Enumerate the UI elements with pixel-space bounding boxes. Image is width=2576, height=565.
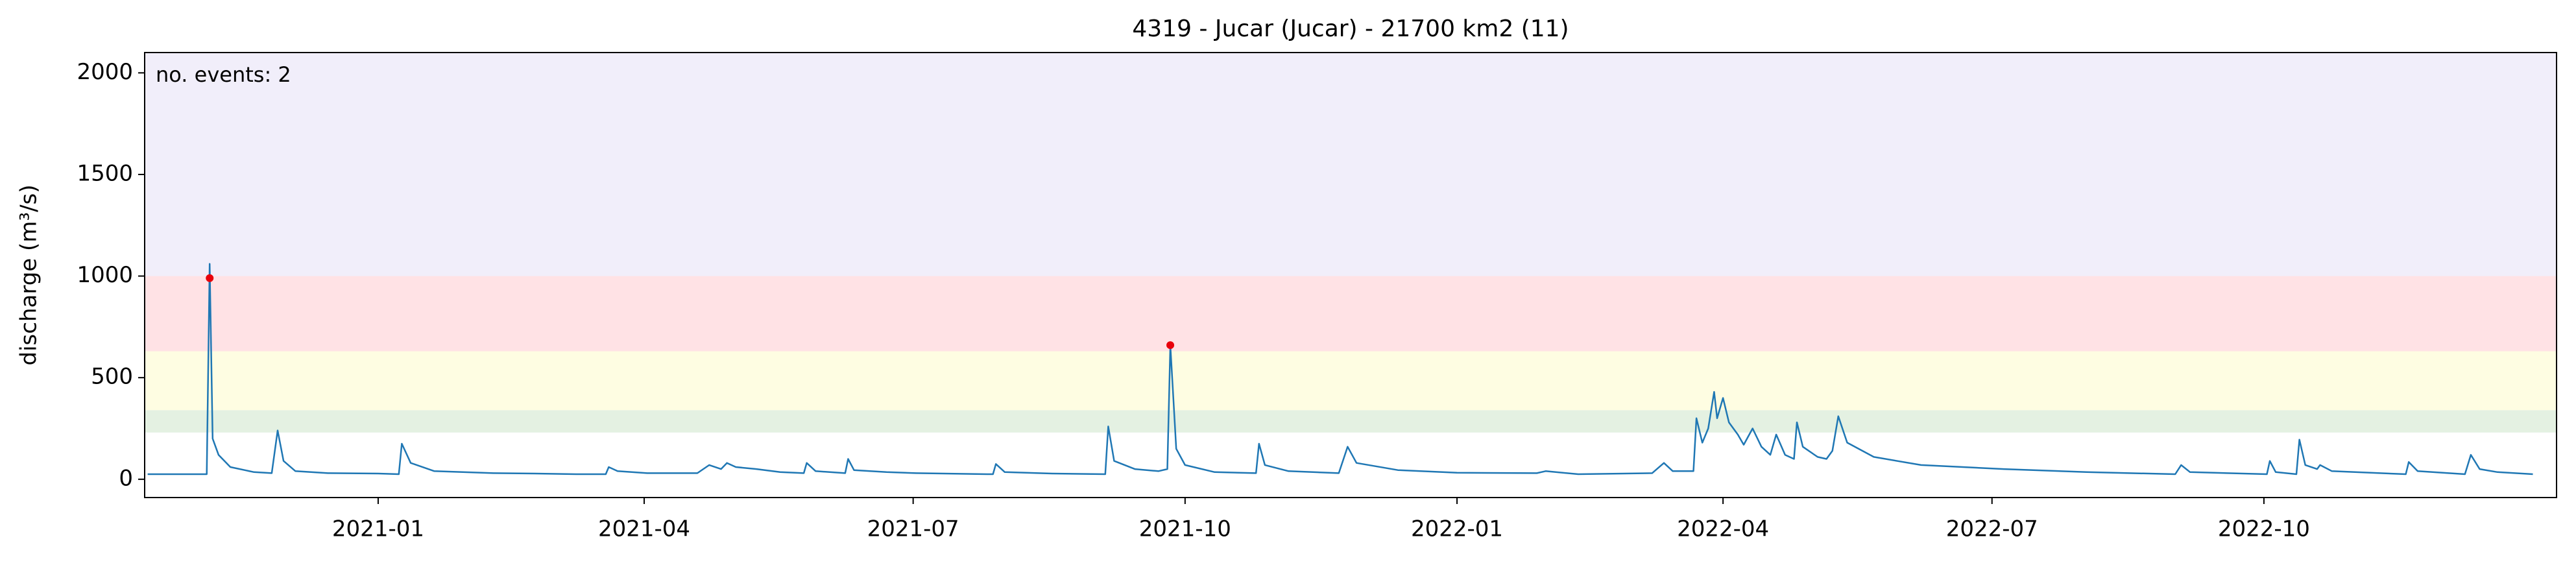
x-tick-label: 2022-01 (1411, 516, 1503, 542)
x-tick-label: 2022-10 (2218, 516, 2310, 542)
y-tick-label: 0 (119, 465, 133, 491)
x-tick-label: 2022-07 (1946, 516, 2038, 542)
threshold-band (145, 53, 2557, 276)
threshold-band (145, 410, 2557, 433)
y-tick-label: 1500 (77, 160, 133, 186)
y-tick-label: 1000 (77, 262, 133, 288)
y-tick-label: 2000 (77, 59, 133, 85)
threshold-band (145, 276, 2557, 352)
x-tick-label: 2021-07 (867, 516, 959, 542)
event-point (1166, 341, 1175, 350)
y-tick-label: 500 (91, 364, 133, 390)
discharge-line (147, 263, 2533, 475)
threshold-band (145, 351, 2557, 411)
x-tick-label: 2021-01 (332, 516, 424, 542)
annotation: no. events: 2 (156, 62, 291, 87)
x-tick-label: 2021-04 (598, 516, 690, 542)
x-tick-label: 2022-04 (1677, 516, 1769, 542)
plot-frame (144, 52, 2557, 498)
event-point (206, 274, 214, 282)
chart-title: 4319 - Jucar (Jucar) - 21700 km2 (11) (1132, 16, 1569, 42)
y-axis-label: discharge (m³/s) (16, 185, 42, 366)
x-tick-label: 2021-10 (1139, 516, 1231, 542)
